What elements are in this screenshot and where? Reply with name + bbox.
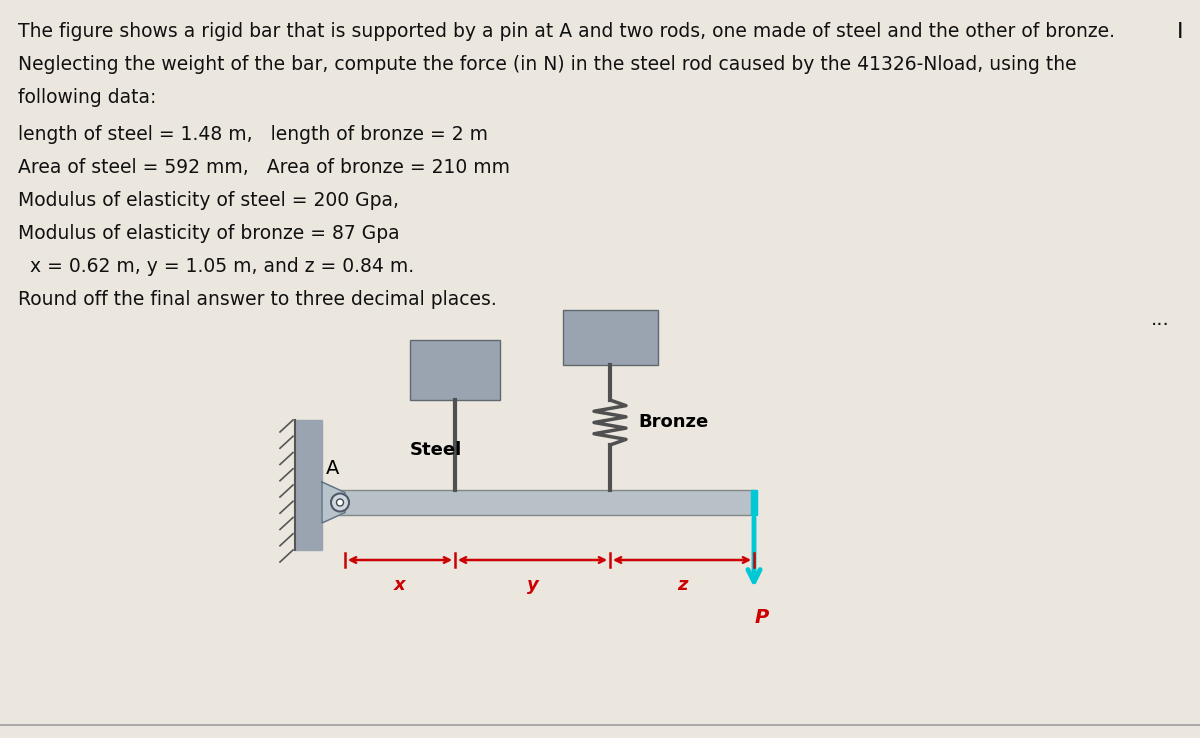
Text: length of steel = 1.48 m,   length of bronze = 2 m: length of steel = 1.48 m, length of bron… [18,125,488,144]
Text: Modulus of elasticity of steel = 200 Gpa,: Modulus of elasticity of steel = 200 Gpa… [18,191,398,210]
Circle shape [331,494,349,511]
Text: Steel: Steel [410,441,462,459]
Bar [295,420,322,550]
Text: Modulus of elasticity of bronze = 87 Gpa: Modulus of elasticity of bronze = 87 Gpa [18,224,400,243]
Text: Neglecting the weight of the bar, compute the force (in N) in the steel rod caus: Neglecting the weight of the bar, comput… [18,55,1076,74]
Bar [563,310,658,365]
Text: y: y [527,576,539,594]
Text: Bronze: Bronze [638,413,708,431]
Text: The figure shows a rigid bar that is supported by a pin at A and two rods, one m: The figure shows a rigid bar that is sup… [18,22,1115,41]
Text: Area of steel = 592 mm,   Area of bronze = 210 mm: Area of steel = 592 mm, Area of bronze =… [18,158,510,177]
Text: following data:: following data: [18,88,156,107]
Polygon shape [322,482,346,523]
Text: z: z [677,576,688,594]
Text: Round off the final answer to three decimal places.: Round off the final answer to three deci… [18,290,497,309]
Circle shape [336,499,343,506]
Text: ...: ... [1151,310,1170,329]
Text: A: A [326,459,340,478]
Bar [330,490,755,515]
Text: I: I [1177,22,1183,42]
Text: x = 0.62 m, y = 1.05 m, and z = 0.84 m.: x = 0.62 m, y = 1.05 m, and z = 0.84 m. [18,257,414,276]
Bar [410,340,500,400]
Text: P: P [755,608,769,627]
Text: x: x [394,576,406,594]
Bar [751,490,757,515]
